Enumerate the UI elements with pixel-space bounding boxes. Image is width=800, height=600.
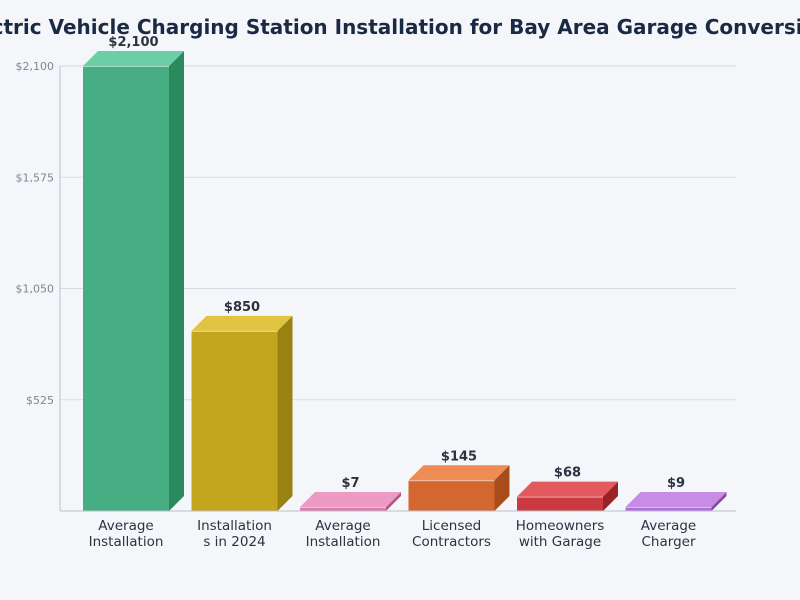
chart-title: Electric Vehicle Charging Station Instal… [0, 15, 800, 39]
bar-side [603, 481, 618, 511]
value-label: $7 [341, 476, 359, 491]
bar-top [191, 315, 293, 331]
bar [191, 315, 293, 511]
bar-side [386, 492, 401, 511]
bar-front [517, 496, 603, 511]
bar-side [277, 315, 293, 511]
bar-top [517, 481, 618, 497]
bar [625, 492, 727, 511]
category-label: Installation s in 2024 [197, 518, 272, 550]
bar [517, 481, 618, 511]
category-label: Average Installation [89, 518, 164, 550]
bar [83, 51, 184, 511]
category-label: Average Charger [641, 518, 696, 550]
bar-top [300, 492, 401, 507]
value-label: $850 [224, 300, 260, 315]
bar-front [625, 507, 712, 511]
bar-side [711, 492, 727, 511]
bar [408, 465, 510, 511]
bar-top [83, 51, 184, 66]
bar-side [169, 51, 184, 511]
category-labels: Average Installation Installation s in 2024… [89, 518, 697, 550]
value-labels: $2,100 $850 $7 $145 $68 $9 [108, 35, 685, 491]
y-tick-label: $525 [26, 394, 54, 407]
bar-top [408, 465, 510, 481]
bar-side [494, 465, 510, 511]
bar [300, 492, 401, 511]
value-label: $2,100 [108, 35, 158, 50]
bar-top [625, 492, 727, 507]
bar-front [408, 480, 495, 511]
category-label: Average Installation [306, 518, 381, 550]
y-tick-label: $1,575 [16, 171, 55, 184]
value-label: $68 [554, 466, 581, 481]
value-label: $145 [441, 449, 477, 464]
y-tick-labels: $525 $1,050 $1,575 $2,100 [16, 60, 55, 407]
bars [83, 51, 727, 511]
y-tick-label: $2,100 [16, 60, 55, 73]
bar-front [191, 330, 278, 511]
value-label: $9 [667, 476, 685, 491]
bar-front [83, 66, 169, 511]
y-tick-label: $1,050 [16, 283, 55, 296]
bar-front [300, 507, 386, 511]
category-label: Homeowners with Garage [516, 518, 605, 550]
category-label: Licensed Contractors [412, 518, 491, 550]
